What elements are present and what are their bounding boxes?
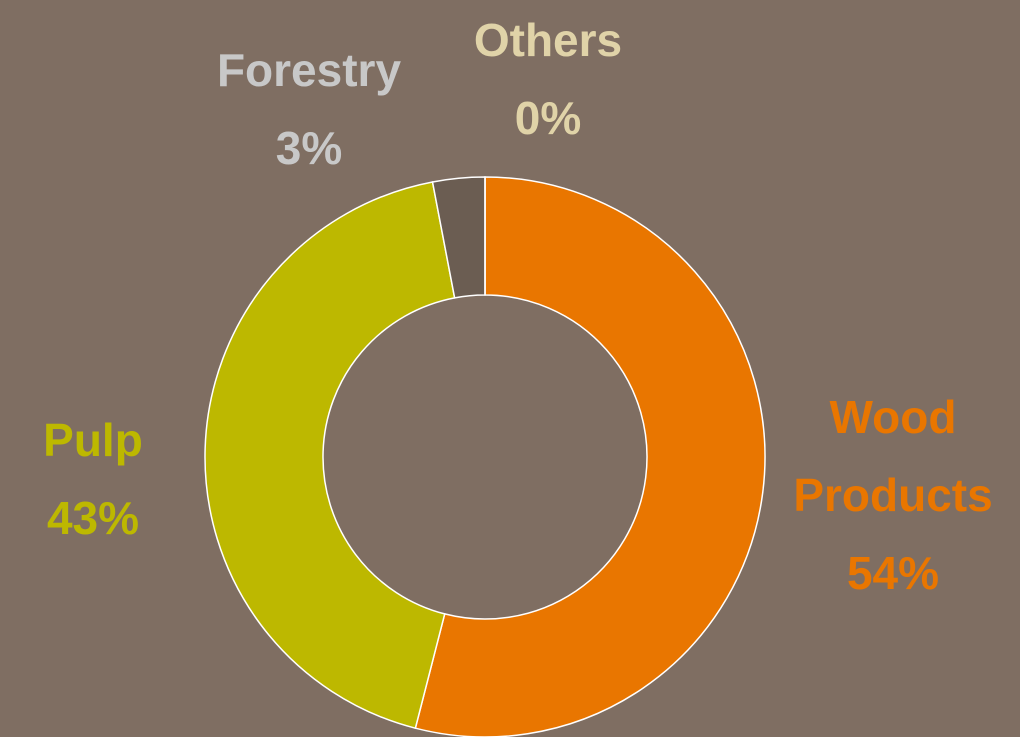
- slice-label: Wood Products 54%: [763, 378, 1020, 612]
- value-label: 3%: [275, 122, 343, 174]
- slice-label: Forestry 3%: [179, 31, 439, 187]
- value-label: 54%: [846, 547, 940, 599]
- category-label: Forestry: [216, 44, 402, 96]
- donut-slice: [204, 181, 456, 730]
- slice-label: Others 0%: [418, 1, 678, 157]
- category-label: Others: [473, 14, 623, 66]
- value-label: 0%: [514, 92, 582, 144]
- donut-slice: [414, 176, 766, 737]
- value-label: 43%: [46, 492, 140, 544]
- category-label: Wood Products: [793, 391, 993, 521]
- category-label: Pulp: [43, 414, 143, 466]
- slice-label: Pulp 43%: [0, 401, 223, 557]
